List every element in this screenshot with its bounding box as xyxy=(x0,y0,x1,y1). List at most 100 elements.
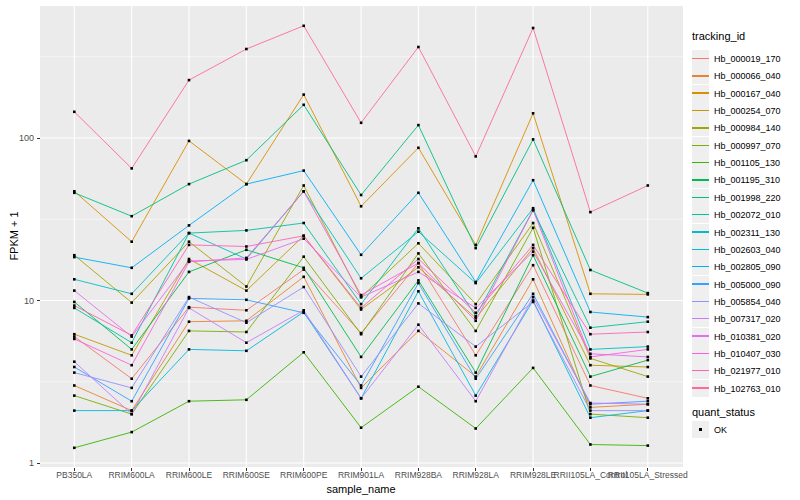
legend-item-label: Hb_002072_010 xyxy=(714,210,781,220)
data-point xyxy=(245,321,248,324)
y-tick-mark xyxy=(37,463,40,464)
data-point xyxy=(532,27,535,30)
legend-key xyxy=(692,224,709,241)
data-point xyxy=(302,309,305,312)
data-point xyxy=(130,334,133,337)
data-point xyxy=(245,309,248,312)
data-point xyxy=(245,229,248,232)
data-point xyxy=(245,249,248,252)
legend-item-label: Hb_001998_220 xyxy=(714,193,781,203)
data-point xyxy=(360,303,363,306)
legend-key-line xyxy=(692,145,709,146)
data-point xyxy=(589,416,592,419)
data-point xyxy=(647,400,650,403)
data-point xyxy=(245,299,248,302)
data-point xyxy=(647,356,650,359)
data-point xyxy=(245,285,248,288)
x-tick-label: RRII105LA_Stressed xyxy=(608,470,688,480)
x-tick-label: RRIM901LA xyxy=(338,470,384,480)
data-point xyxy=(188,296,191,299)
data-point xyxy=(73,360,76,363)
data-point xyxy=(245,289,248,292)
data-point xyxy=(302,351,305,354)
data-point xyxy=(417,230,420,233)
data-point xyxy=(360,387,363,390)
legend-key xyxy=(692,50,709,67)
legend-key-line xyxy=(692,58,709,59)
data-point xyxy=(302,235,305,238)
legend-item-label: Hb_000984_140 xyxy=(714,123,781,133)
legend-key xyxy=(692,67,709,84)
data-point xyxy=(73,335,76,338)
data-point xyxy=(589,356,592,359)
data-point xyxy=(73,394,76,397)
data-point xyxy=(188,330,191,333)
data-point xyxy=(589,384,592,387)
data-point xyxy=(474,371,477,374)
data-point xyxy=(532,179,535,182)
data-point xyxy=(302,104,305,107)
data-point xyxy=(589,293,592,296)
data-point xyxy=(647,320,650,323)
data-point xyxy=(130,377,133,380)
y-tick-label: 1 xyxy=(0,458,34,468)
data-point xyxy=(647,184,650,187)
x-tick-label: RRIM928LE xyxy=(510,470,556,480)
legend-item-label: Hb_002311_130 xyxy=(714,228,780,238)
x-tick-label: RRIM600LA xyxy=(108,470,154,480)
data-point xyxy=(360,333,363,336)
data-point xyxy=(360,122,363,125)
data-point xyxy=(532,264,535,267)
legend-item-label: Hb_002805_090 xyxy=(714,262,781,272)
x-axis-title: sample_name xyxy=(326,483,395,495)
data-point xyxy=(360,307,363,310)
data-point xyxy=(73,371,76,374)
data-point xyxy=(589,402,592,405)
data-point xyxy=(474,281,477,284)
data-point xyxy=(417,242,420,245)
data-point xyxy=(532,112,535,115)
data-point xyxy=(474,320,477,323)
legend-key xyxy=(692,85,709,102)
data-point xyxy=(130,387,133,390)
data-point xyxy=(532,367,535,370)
data-point xyxy=(474,377,477,380)
data-point xyxy=(532,247,535,250)
data-point xyxy=(417,282,420,285)
data-point xyxy=(360,194,363,197)
legend-item-label: Hb_010381_020 xyxy=(714,332,781,342)
data-point xyxy=(360,384,363,387)
data-point xyxy=(73,192,76,195)
data-point xyxy=(647,345,650,348)
legend-key xyxy=(692,171,709,188)
data-point xyxy=(417,262,420,265)
data-point xyxy=(130,348,133,351)
data-point xyxy=(73,447,76,450)
legend-item-label: Hb_021977_010 xyxy=(714,366,781,376)
legend-item-label: Hb_000997_070 xyxy=(714,141,781,151)
data-point xyxy=(417,330,420,333)
data-point xyxy=(417,147,420,150)
data-point xyxy=(245,350,248,353)
data-point xyxy=(417,266,420,269)
legend-key xyxy=(692,362,709,379)
legend-key xyxy=(692,258,709,275)
data-point xyxy=(532,254,535,257)
legend-key-line xyxy=(692,387,709,388)
data-point xyxy=(73,307,76,310)
legend-key-line xyxy=(692,283,709,284)
data-point xyxy=(474,312,477,315)
legend-title-tracking-id: tracking_id xyxy=(692,30,745,42)
data-point xyxy=(73,366,76,369)
data-point xyxy=(188,244,191,247)
y-tick-mark xyxy=(37,300,40,301)
legend-item-label: Hb_007317_020 xyxy=(714,314,781,324)
legend-key xyxy=(692,102,709,119)
data-point xyxy=(589,443,592,446)
legend-key xyxy=(692,421,709,438)
legend-key-line xyxy=(692,214,709,215)
legend-key-line xyxy=(692,370,709,371)
data-point xyxy=(130,293,133,296)
legend-item-label: Hb_000167_040 xyxy=(714,89,781,99)
data-point xyxy=(245,341,248,344)
